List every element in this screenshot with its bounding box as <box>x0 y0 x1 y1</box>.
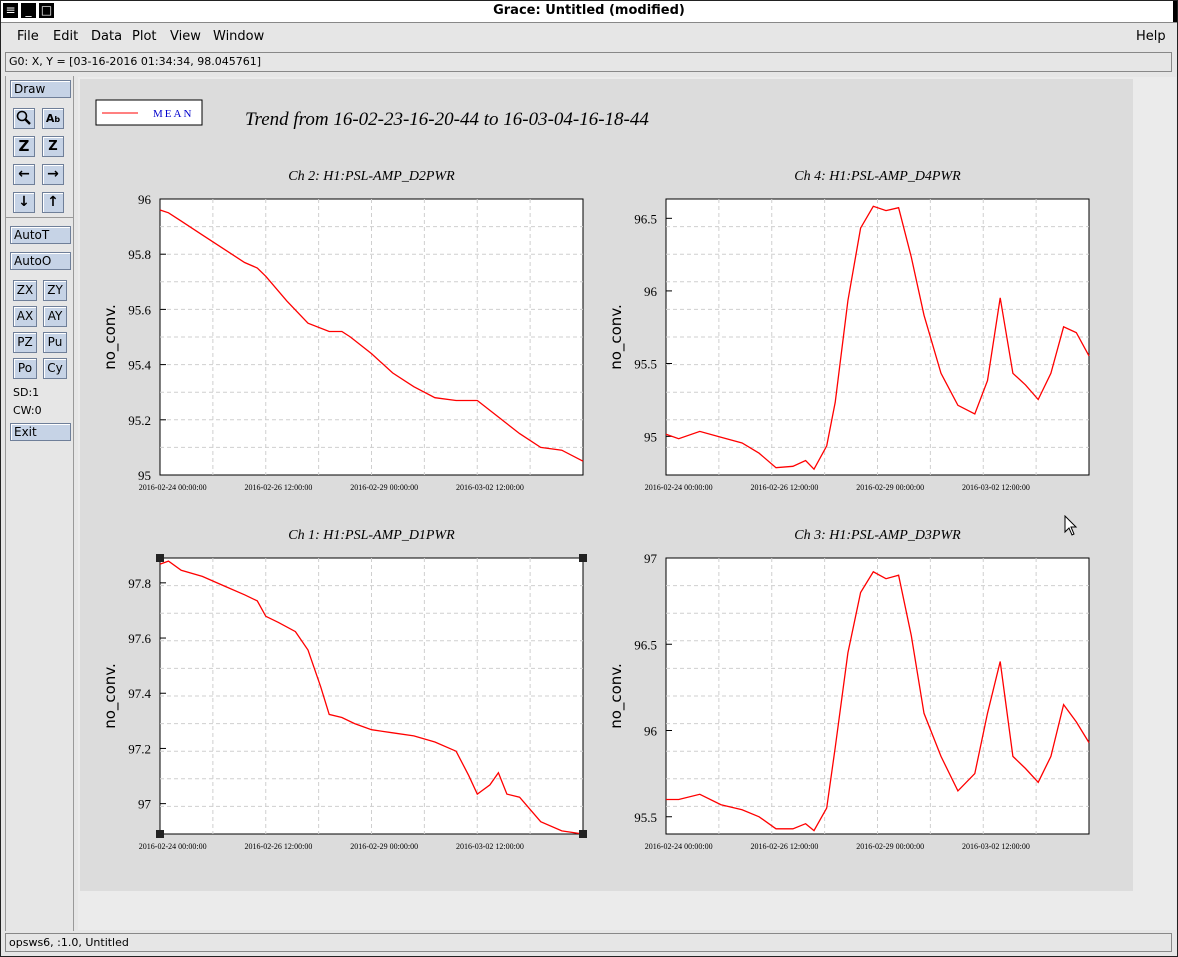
x-tick-label: 2016-02-26 12:00:00 <box>245 483 313 492</box>
series-line-0 <box>159 209 584 462</box>
window-title: Grace: Untitled (modified) <box>493 3 685 18</box>
autoo-button[interactable]: AutoO <box>10 252 71 270</box>
x-tick-label: 2016-02-24 00:00:00 <box>139 842 207 851</box>
zoom-icon[interactable] <box>13 108 35 129</box>
y-tick-label: 97 <box>138 797 152 812</box>
y-tick-label: 97.2 <box>128 741 151 756</box>
x-tick-label: 2016-02-29 00:00:00 <box>350 842 418 851</box>
chart-title: Ch 2: H1:PSL-AMP_D2PWR <box>288 169 455 184</box>
selection-handle <box>156 554 164 562</box>
x-tick-label: 2016-03-02 12:00:00 <box>456 842 524 851</box>
arrow-right-icon[interactable]: → <box>42 164 64 185</box>
title-bar-edge <box>1173 1 1177 22</box>
y-tick-label: 95.5 <box>634 356 657 371</box>
x-tick-label: 2016-02-29 00:00:00 <box>856 842 924 851</box>
x-tick-label: 2016-03-02 12:00:00 <box>962 483 1030 492</box>
zx-button[interactable]: ZX <box>13 280 37 301</box>
y-tick-label: 97.6 <box>128 631 151 646</box>
y-tick-label: 97.8 <box>128 576 151 591</box>
y-tick-label: 95.5 <box>634 810 657 825</box>
y-tick-label: 97 <box>644 551 658 566</box>
figure-title: Trend from 16-02-23-16-20-44 to 16-03-04… <box>245 109 649 130</box>
y-tick-label: 96 <box>644 724 658 739</box>
y-tick-label: 95.8 <box>128 247 151 262</box>
menu-edit[interactable]: Edit <box>53 29 79 44</box>
x-tick-label: 2016-02-29 00:00:00 <box>350 483 418 492</box>
x-tick-label: 2016-02-26 12:00:00 <box>751 483 819 492</box>
x-tick-label: 2016-02-24 00:00:00 <box>139 483 207 492</box>
zy-button[interactable]: ZY <box>43 280 67 301</box>
menu-bar: File Edit Data Plot View Window Help <box>1 23 1177 49</box>
pu-button[interactable]: Pu <box>43 332 67 353</box>
window-menu-button[interactable]: ≡ <box>3 3 18 18</box>
panel-divider <box>6 217 74 218</box>
title-bar: ≡ _ □ Grace: Untitled (modified) <box>1 1 1177 23</box>
ax-button[interactable]: AX <box>13 306 37 327</box>
y-tick-label: 95 <box>138 468 151 483</box>
cy-button[interactable]: Cy <box>43 358 67 379</box>
y-tick-label: 97.4 <box>128 686 151 701</box>
x-tick-label: 2016-02-26 12:00:00 <box>751 842 819 851</box>
series-line-3 <box>666 570 1090 832</box>
y-tick-label: 95.4 <box>128 358 151 373</box>
x-tick-label: 2016-03-02 12:00:00 <box>962 842 1030 851</box>
zoom-x-icon[interactable]: Z <box>13 136 35 157</box>
maximize-button[interactable]: □ <box>39 3 54 18</box>
draw-button[interactable]: Draw <box>10 80 71 98</box>
locator-bar: G0: X, Y = [03-16-2016 01:34:34, 98.0457… <box>5 52 1172 72</box>
chart-title: Ch 1: H1:PSL-AMP_D1PWR <box>288 528 455 543</box>
y-tick-label: 96 <box>138 192 152 207</box>
status-bar: opsws6, :1.0, Untitled <box>5 933 1172 952</box>
minimize-button[interactable]: _ <box>21 3 36 18</box>
y-tick-label: 95.6 <box>128 302 151 317</box>
menu-help[interactable]: Help <box>1136 29 1166 44</box>
y-axis-label: no_conv. <box>607 304 626 370</box>
y-tick-label: 95 <box>644 429 657 444</box>
selection-handle <box>156 830 164 838</box>
series-line-1 <box>665 205 1090 471</box>
zoom-y-icon[interactable]: Z <box>42 136 64 157</box>
chart-title: Ch 4: H1:PSL-AMP_D4PWR <box>794 169 961 184</box>
x-tick-label: 2016-03-02 12:00:00 <box>456 483 524 492</box>
legend-label: MEAN <box>153 108 193 120</box>
sd-label: SD:1 <box>13 386 40 399</box>
arrow-left-icon[interactable]: ← <box>13 164 35 185</box>
autot-button[interactable]: AutoT <box>10 226 71 244</box>
cw-label: CW:0 <box>13 404 42 417</box>
menu-data[interactable]: Data <box>91 29 123 44</box>
chart-title: Ch 3: H1:PSL-AMP_D3PWR <box>794 528 961 543</box>
y-tick-label: 95.2 <box>128 413 151 428</box>
x-tick-label: 2016-02-26 12:00:00 <box>245 842 313 851</box>
text-icon[interactable]: Ab <box>42 108 64 129</box>
mouse-cursor-icon <box>1064 515 1078 536</box>
selection-handle <box>579 554 587 562</box>
po-button[interactable]: Po <box>13 358 37 379</box>
menu-plot[interactable]: Plot <box>132 29 157 44</box>
y-tick-label: 96 <box>644 284 658 299</box>
exit-button[interactable]: Exit <box>10 423 71 441</box>
pz-button[interactable]: PZ <box>13 332 37 353</box>
arrow-down-icon[interactable]: ↓ <box>13 192 35 213</box>
selection-handle <box>579 830 587 838</box>
menu-view[interactable]: View <box>170 29 201 44</box>
menu-window[interactable]: Window <box>213 29 265 44</box>
figure-svg: MEAN Trend from 16-02-23-16-20-44 to 16-… <box>95 99 1090 851</box>
arrow-up-icon[interactable]: ↑ <box>42 192 64 213</box>
ay-button[interactable]: AY <box>43 306 67 327</box>
menu-file[interactable]: File <box>17 29 39 44</box>
x-tick-label: 2016-02-24 00:00:00 <box>645 842 713 851</box>
y-tick-label: 96.5 <box>634 637 657 652</box>
x-tick-label: 2016-02-24 00:00:00 <box>645 483 713 492</box>
plot-canvas[interactable]: MEAN Trend from 16-02-23-16-20-44 to 16-… <box>80 79 1133 891</box>
tool-panel: Draw Ab Z Z ← → ↓ ↑ AutoT AutoO ZX ZY AX… <box>5 76 74 931</box>
legend-box <box>95 99 203 126</box>
series-line-2 <box>159 560 584 835</box>
y-axis-label: no_conv. <box>101 304 120 370</box>
y-axis-label: no_conv. <box>101 663 120 729</box>
x-tick-label: 2016-02-29 00:00:00 <box>856 483 924 492</box>
y-tick-label: 96.5 <box>634 211 657 226</box>
y-axis-label: no_conv. <box>607 663 626 729</box>
